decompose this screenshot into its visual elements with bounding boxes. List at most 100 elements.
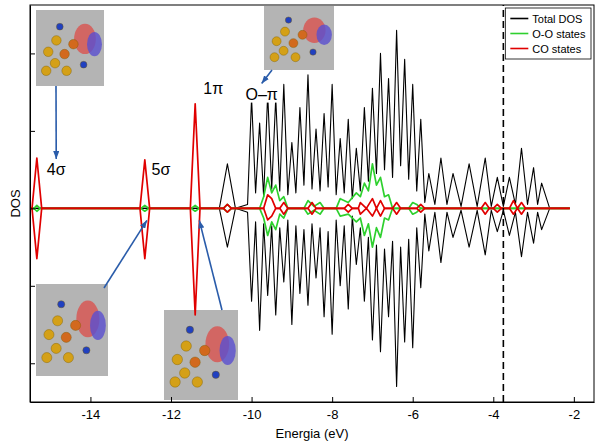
x-tick-mark [252, 397, 253, 402]
inset-arrow [55, 86, 57, 159]
atom [186, 326, 193, 333]
legend-swatch [510, 33, 528, 35]
x-tick-label: -4 [488, 407, 500, 422]
inset-image [36, 10, 104, 86]
x-tick: -8 [327, 397, 339, 422]
y-tick [30, 53, 35, 54]
annotation-label: O–π [245, 86, 277, 103]
x-tick: -10 [243, 397, 262, 422]
atom [200, 345, 210, 355]
atom [190, 357, 200, 367]
legend-swatch [510, 18, 528, 20]
x-tick-mark [90, 397, 91, 402]
inset-image [164, 310, 238, 400]
orbital-lobe [220, 336, 236, 365]
inset-background [36, 284, 108, 376]
inset-image [36, 284, 108, 376]
x-tick-label: -8 [327, 407, 339, 422]
annotation-label: 1π [203, 80, 223, 97]
atom [43, 47, 53, 57]
atom [298, 30, 307, 39]
annotations: 4σ 5σ 1π O–π [46, 80, 279, 178]
x-tick: -14 [82, 397, 101, 422]
atom [172, 354, 182, 364]
x-tick-label: -14 [82, 407, 101, 422]
inset-background [164, 310, 238, 400]
atom [270, 53, 279, 62]
x-tick-label: -12 [162, 407, 181, 422]
dos-line [30, 208, 570, 386]
atom [42, 353, 52, 363]
y-tick [30, 286, 35, 287]
dos-line [30, 30, 570, 208]
inset-arrow [199, 220, 222, 310]
label-patch [46, 161, 67, 178]
legend: Total DOSO-O statesCO states [505, 8, 591, 59]
insets [36, 6, 334, 400]
atom [170, 377, 180, 387]
atom [71, 320, 81, 330]
x-tick-label: -6 [407, 407, 419, 422]
atom [192, 377, 202, 387]
orbital-lobe [90, 311, 106, 340]
atom [62, 66, 72, 76]
label-patch [202, 80, 224, 97]
annotation: 5σ [151, 161, 172, 178]
dos-line [30, 208, 570, 247]
atom [61, 332, 71, 342]
x-axis: -14 -12 -10 -8 -6 -4 -2 [31, 397, 595, 422]
y-axis [30, 6, 35, 403]
atom [44, 330, 54, 340]
y-tick-mark [30, 363, 35, 364]
atom [310, 49, 316, 55]
inset-image [264, 6, 334, 70]
y-tick-mark [30, 131, 35, 132]
dos-line [30, 164, 570, 209]
orbital-lobe [87, 32, 102, 56]
x-tick-mark [332, 397, 333, 402]
label-patch [151, 161, 172, 178]
x-tick-label: -10 [243, 407, 262, 422]
y-tick [30, 131, 35, 132]
y-tick-mark [30, 286, 35, 287]
atom [279, 46, 288, 55]
x-tick: -6 [407, 397, 419, 422]
plot-frame [30, 5, 594, 402]
y-axis-title: DOS [8, 189, 23, 218]
atom [212, 371, 219, 378]
dos-line [30, 104, 570, 209]
y-tick [30, 208, 35, 209]
x-tick-mark [493, 397, 494, 402]
atom [41, 66, 51, 76]
atom [285, 17, 291, 23]
inset-arrow [262, 70, 272, 84]
annotation: 1π [202, 80, 224, 97]
atom [50, 58, 60, 68]
atom [80, 61, 87, 68]
inset-background [264, 6, 334, 70]
annotation: O–π [244, 86, 278, 103]
annotation-label: 5σ [152, 161, 171, 178]
fermi-level-line [503, 5, 505, 402]
plot-area [30, 5, 570, 402]
chart: -14-12-10-8-6-4-2Energia (eV)DOS4σ5σ1πO–… [0, 0, 604, 447]
label-patch [244, 86, 278, 103]
x-tick: -2 [569, 397, 581, 422]
atom [53, 316, 63, 326]
y-tick [30, 363, 35, 364]
x-tick-label: -2 [569, 407, 581, 422]
legend-box [505, 8, 591, 59]
annotation: 4σ [46, 161, 67, 178]
legend-swatch [510, 48, 528, 50]
annotation-label: 4σ [47, 161, 66, 178]
atom [291, 53, 300, 62]
atom [281, 27, 290, 36]
orbital-lobe [317, 25, 332, 45]
inset-arrow [104, 220, 147, 288]
atom [56, 23, 63, 30]
legend-label: Total DOS [532, 13, 582, 25]
atom [180, 368, 190, 378]
atom [51, 343, 61, 353]
atom [60, 49, 70, 59]
x-tick: -4 [488, 397, 500, 422]
